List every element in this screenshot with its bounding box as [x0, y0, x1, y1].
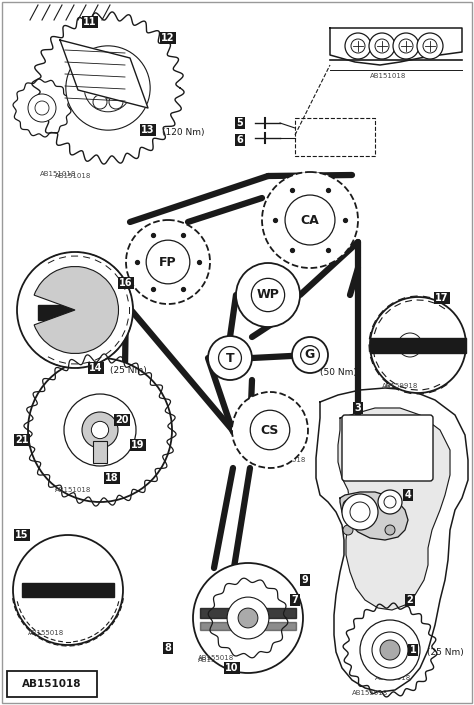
Circle shape — [93, 95, 107, 109]
Circle shape — [28, 94, 56, 122]
Text: 5: 5 — [237, 118, 243, 128]
FancyBboxPatch shape — [7, 671, 97, 697]
Text: AB155018: AB155018 — [28, 630, 64, 636]
Text: AB151018: AB151018 — [22, 679, 82, 689]
Polygon shape — [200, 608, 296, 618]
FancyBboxPatch shape — [342, 415, 433, 481]
Text: AB151018: AB151018 — [40, 171, 76, 177]
Circle shape — [87, 76, 101, 90]
Text: 11: 11 — [83, 17, 97, 27]
FancyBboxPatch shape — [93, 441, 107, 463]
Circle shape — [64, 394, 136, 466]
Circle shape — [292, 337, 328, 373]
Text: 18: 18 — [105, 473, 119, 483]
Text: 16: 16 — [119, 278, 133, 288]
Circle shape — [345, 33, 371, 59]
Text: (120 Nm): (120 Nm) — [162, 128, 204, 137]
Circle shape — [343, 525, 353, 535]
Circle shape — [98, 78, 118, 98]
Text: WP: WP — [256, 288, 280, 302]
Text: 2: 2 — [407, 595, 413, 605]
Circle shape — [17, 252, 133, 368]
Circle shape — [101, 63, 115, 77]
Text: 12: 12 — [161, 33, 175, 43]
Circle shape — [91, 422, 109, 439]
Polygon shape — [60, 40, 148, 108]
Text: 19: 19 — [131, 440, 145, 450]
Circle shape — [378, 490, 402, 514]
Polygon shape — [340, 492, 408, 540]
Text: 13: 13 — [141, 125, 155, 135]
Circle shape — [369, 33, 395, 59]
Text: (25 Nm): (25 Nm) — [110, 365, 147, 374]
Text: 3: 3 — [355, 403, 361, 413]
Text: AB159918: AB159918 — [385, 383, 421, 389]
Text: 17: 17 — [435, 293, 449, 303]
Circle shape — [238, 608, 258, 628]
Text: AB159918: AB159918 — [382, 383, 419, 389]
Text: 1: 1 — [410, 645, 416, 655]
Text: (25 Nm): (25 Nm) — [427, 647, 464, 656]
Wedge shape — [34, 266, 118, 353]
Circle shape — [360, 620, 420, 680]
Polygon shape — [316, 388, 468, 692]
Polygon shape — [370, 338, 466, 353]
Text: AB155018: AB155018 — [375, 675, 411, 681]
Circle shape — [385, 525, 395, 535]
Text: CS: CS — [261, 424, 279, 436]
Circle shape — [126, 220, 210, 304]
Polygon shape — [38, 305, 112, 320]
Text: AB151018: AB151018 — [55, 173, 91, 179]
Circle shape — [380, 640, 400, 660]
Circle shape — [236, 263, 300, 327]
Circle shape — [208, 336, 252, 380]
Polygon shape — [22, 583, 114, 597]
Text: AB155018: AB155018 — [198, 657, 234, 663]
Text: T: T — [226, 352, 234, 364]
Text: (50 Nm): (50 Nm) — [320, 367, 357, 376]
Circle shape — [343, 500, 353, 510]
Circle shape — [115, 76, 129, 90]
Text: AB155018: AB155018 — [198, 655, 234, 661]
Circle shape — [109, 95, 123, 109]
Circle shape — [193, 563, 303, 673]
Text: AB151018: AB151018 — [270, 457, 306, 463]
Text: AB151018: AB151018 — [55, 485, 91, 491]
Circle shape — [370, 297, 466, 393]
Polygon shape — [330, 28, 462, 65]
Polygon shape — [338, 408, 450, 610]
Polygon shape — [200, 622, 296, 630]
Circle shape — [66, 46, 150, 130]
Circle shape — [385, 500, 395, 510]
Text: 6: 6 — [237, 135, 243, 145]
Text: 9: 9 — [301, 575, 309, 585]
Text: 20: 20 — [115, 415, 129, 425]
Text: AB151018: AB151018 — [370, 73, 406, 79]
Text: AB151018: AB151018 — [55, 487, 91, 493]
Circle shape — [393, 33, 419, 59]
Text: AB155018: AB155018 — [30, 630, 66, 636]
Text: AB155018: AB155018 — [352, 690, 388, 696]
Text: 14: 14 — [89, 363, 103, 373]
Text: 7: 7 — [292, 595, 298, 605]
Circle shape — [342, 494, 378, 530]
Circle shape — [28, 358, 172, 502]
Text: 4: 4 — [405, 490, 411, 500]
Circle shape — [82, 412, 118, 448]
Text: 10: 10 — [225, 663, 239, 673]
Text: 15: 15 — [15, 530, 29, 540]
Text: G: G — [305, 348, 315, 362]
Text: 8: 8 — [164, 643, 172, 653]
Text: 21: 21 — [15, 435, 29, 445]
Circle shape — [232, 392, 308, 468]
Text: FP: FP — [159, 255, 177, 269]
Circle shape — [262, 172, 358, 268]
Circle shape — [227, 597, 269, 639]
Circle shape — [417, 33, 443, 59]
Circle shape — [13, 535, 123, 645]
Text: CA: CA — [301, 214, 319, 226]
